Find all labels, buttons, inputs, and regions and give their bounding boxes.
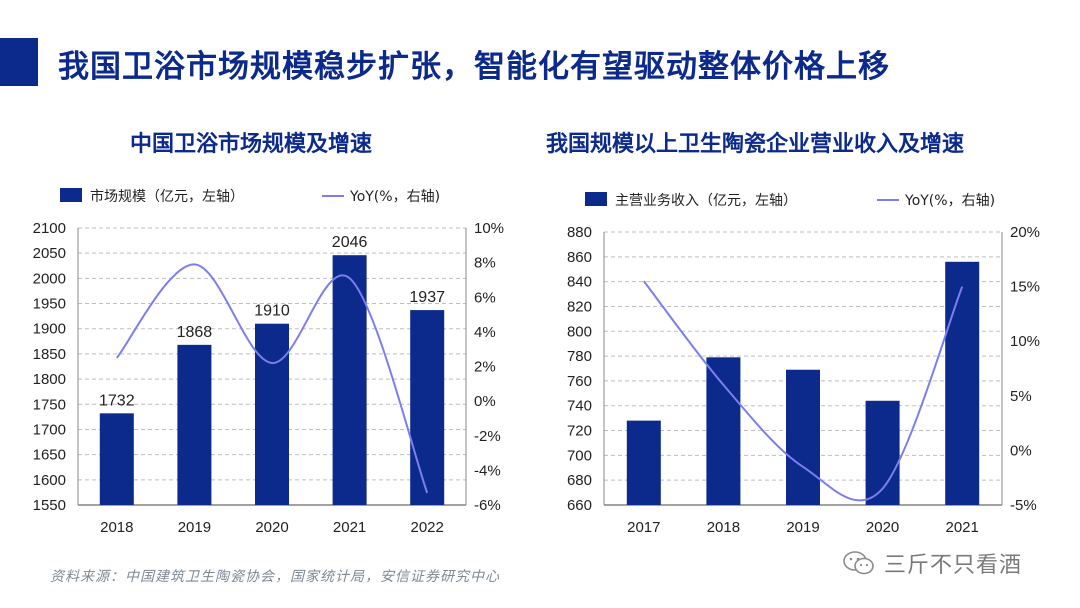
- watermark-text: 三斤不只看酒: [884, 553, 1023, 578]
- chart2-y2-tick-label: 5%: [1010, 388, 1032, 405]
- chart1-bar: [332, 255, 367, 505]
- chart2-bar: [945, 261, 980, 505]
- chart1-x-tick-label: 2022: [411, 519, 444, 536]
- chart1-yoy-line: [116, 263, 429, 494]
- chart1-bar: [177, 344, 212, 505]
- chart2-y-tick-label: 740: [567, 398, 592, 415]
- chart2-y2-tick-label: 20%: [1010, 224, 1040, 241]
- chart1-legend-bar-swatch: [60, 188, 82, 202]
- chart1-y2-tick-label: 6%: [474, 289, 496, 306]
- chart1-y-tick-label: 2000: [33, 270, 66, 287]
- chart1-y2-tick-label: 8%: [474, 255, 496, 272]
- chart2-y-tick-label: 840: [567, 274, 592, 291]
- chart1-data-label: 1732: [99, 392, 135, 409]
- chart1-y-tick-label: 2100: [33, 220, 66, 237]
- chart2-legend-bar-swatch: [585, 192, 607, 206]
- chart1-y2-tick-label: -4%: [474, 462, 501, 479]
- chart1-bar: [255, 323, 289, 505]
- chart1-bar: [99, 413, 134, 505]
- chart2-y-tick-label: 760: [567, 373, 592, 390]
- source-note: 资料来源：中国建筑卫生陶瓷协会，国家统计局，安信证券研究中心: [50, 569, 500, 585]
- chart1-y-tick-label: 1850: [33, 346, 66, 363]
- chart1-data-label: 1868: [177, 324, 213, 341]
- chart1-data-label: 1910: [254, 303, 290, 320]
- chart2-y-tick-label: 880: [567, 224, 592, 241]
- chart1-y2-tick-label: -6%: [474, 497, 501, 514]
- chart2-y-tick-label: 680: [567, 472, 592, 489]
- chart2-y-tick-label: 860: [567, 249, 592, 266]
- chart1-y2-tick-label: 0%: [474, 393, 496, 410]
- chart1-y-tick-label: 1750: [33, 396, 66, 413]
- chart2-y-tick-label: 720: [567, 423, 592, 440]
- chart1-x-tick-label: 2020: [255, 519, 288, 536]
- chart1-data-label: 1937: [409, 289, 445, 306]
- chart2-y2-tick-label: -5%: [1010, 497, 1037, 514]
- chart1-data-label: 2046: [332, 234, 368, 251]
- chart2-legend-bar-label: 主营业务收入（亿元，左轴）: [615, 193, 797, 209]
- chart1-y-tick-label: 1950: [33, 296, 66, 313]
- chart1-y-tick-label: 1900: [33, 321, 66, 338]
- chart1-x-tick-label: 2019: [178, 519, 211, 536]
- chart2-x-tick-label: 2019: [786, 519, 819, 536]
- chart1-y-tick-label: 1700: [33, 421, 66, 438]
- chart2-y-tick-label: 700: [567, 447, 592, 464]
- chart2-yoy-line: [643, 280, 964, 502]
- chart2-x-tick-label: 2017: [627, 519, 660, 536]
- title-accent-bar: [0, 38, 38, 86]
- chart2-y2-tick-label: 10%: [1010, 333, 1040, 350]
- chart2-y-tick-label: 820: [567, 298, 592, 315]
- chart1-x-tick-label: 2018: [100, 519, 133, 536]
- chart1-y2-tick-label: 10%: [474, 220, 504, 237]
- wechat-icon: [843, 551, 874, 575]
- page-title: 我国卫浴市场规模稳步扩张，智能化有望驱动整体价格上移: [58, 49, 890, 85]
- chart1-y-tick-label: 1800: [33, 371, 66, 388]
- chart2-y-tick-label: 800: [567, 323, 592, 340]
- chart1-y-tick-label: 1550: [33, 497, 66, 514]
- chart2-title: 我国规模以上卫生陶瓷企业营业收入及增速: [546, 131, 965, 157]
- chart1-x-tick-label: 2021: [333, 519, 366, 536]
- chart2-bar: [626, 420, 661, 505]
- chart1-y-tick-label: 1600: [33, 472, 66, 489]
- watermark: 三斤不只看酒: [842, 548, 1022, 578]
- chart2-bar: [786, 369, 820, 505]
- chart1-y2-tick-label: 4%: [474, 324, 496, 341]
- chart1-y2-tick-label: 2%: [474, 359, 496, 376]
- chart2-y2-tick-label: 0%: [1010, 442, 1032, 459]
- chart2-y-tick-label: 780: [567, 348, 592, 365]
- chart1-legend-line-label: YoY(%，右轴): [349, 189, 440, 205]
- chart2-y2-tick-label: 15%: [1010, 279, 1040, 296]
- chart1-y2-tick-label: -2%: [474, 428, 501, 445]
- chart1-legend-bar-label: 市场规模（亿元，左轴）: [90, 188, 244, 205]
- chart1-y-tick-label: 1650: [33, 447, 66, 464]
- chart2-legend-line-label: YoY(%，右轴): [904, 193, 995, 209]
- chart2-y-tick-label: 660: [567, 497, 592, 514]
- chart2-bar: [706, 357, 741, 505]
- chart1-title: 中国卫浴市场规模及增速: [130, 131, 373, 157]
- chart1-bar: [410, 310, 445, 505]
- chart2-x-tick-label: 2021: [946, 519, 979, 536]
- chart2-x-tick-label: 2018: [707, 519, 740, 536]
- chart2-x-tick-label: 2020: [866, 519, 899, 536]
- chart1-y-tick-label: 2050: [33, 245, 66, 262]
